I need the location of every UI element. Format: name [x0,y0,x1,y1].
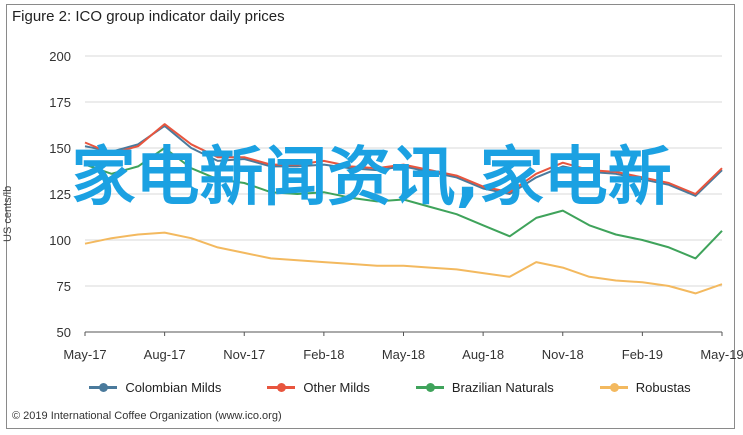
x-tick-label: Aug-17 [144,347,186,362]
x-tick-label: May-19 [700,347,743,362]
legend-swatch-other-milds [267,383,296,392]
legend-item-robustas: Robustas [599,380,691,395]
series-line-brazilian-naturals [84,147,723,260]
y-tick-label: 100 [49,233,71,248]
legend-item-other-milds: Other Milds [267,380,370,395]
y-tick-label: 150 [49,141,71,156]
legend-swatch-colombian-milds [89,383,118,392]
series-line-other-milds [84,123,723,195]
source-note: © 2019 International Coffee Organization… [12,410,282,422]
legend-label-brazilian-naturals: Brazilian Naturals [451,380,554,395]
x-tick-label: Feb-18 [303,347,344,362]
legend-label-robustas: Robustas [635,380,691,395]
x-tick-label: Nov-17 [223,347,265,362]
legend-item-colombian-milds: Colombian Milds [89,380,221,395]
x-tick-label: Aug-18 [462,347,504,362]
legend-label-other-milds: Other Milds [303,380,370,395]
y-tick-label: 175 [49,95,71,110]
series-line-colombian-milds [84,124,723,197]
x-tick-label: Feb-19 [622,347,663,362]
legend-swatch-brazilian-naturals [415,383,444,392]
y-tick-label: 125 [49,187,71,202]
legend-swatch-robustas [599,383,628,392]
figure-frame [6,4,735,429]
chart-legend: Colombian Milds Other Milds Brazilian Na… [80,380,700,395]
y-tick-label: 75 [57,279,71,294]
chart-title: Figure 2: ICO group indicator daily pric… [12,8,285,25]
x-tick-label: Nov-18 [542,347,584,362]
series-line-robustas [84,231,723,295]
y-tick-label: 50 [57,325,71,340]
x-tick-label: May-18 [382,347,425,362]
legend-label-colombian-milds: Colombian Milds [125,380,222,395]
y-tick-label: 200 [49,49,71,64]
legend-item-brazilian-naturals: Brazilian Naturals [415,380,554,395]
x-tick-label: May-17 [63,347,106,362]
